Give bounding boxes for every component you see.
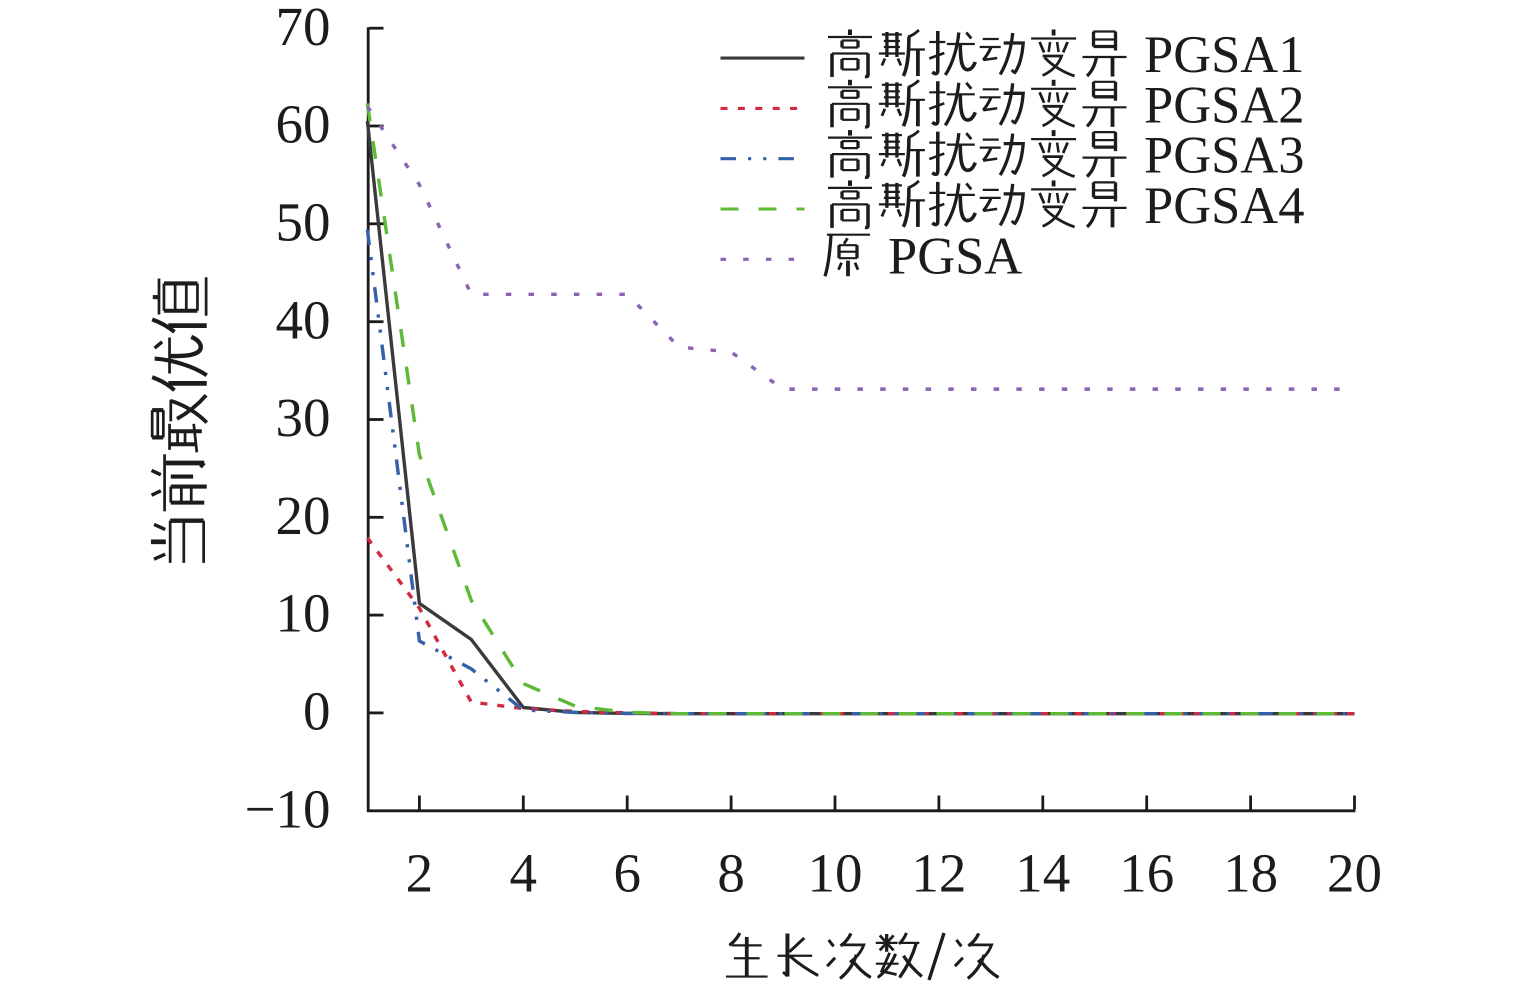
svg-text:14: 14 (1015, 843, 1070, 904)
svg-text:PGSA: PGSA (888, 227, 1022, 285)
svg-text:6: 6 (613, 843, 641, 904)
svg-text:−10: −10 (244, 778, 330, 839)
svg-text:PGSA1: PGSA1 (1144, 26, 1304, 84)
svg-text:50: 50 (276, 191, 331, 252)
svg-text:10: 10 (276, 583, 331, 644)
svg-text:60: 60 (276, 94, 331, 155)
svg-text:40: 40 (276, 289, 331, 350)
svg-text:PGSA3: PGSA3 (1144, 127, 1304, 185)
svg-text:16: 16 (1119, 843, 1174, 904)
svg-text:12: 12 (911, 843, 966, 904)
svg-text:20: 20 (1327, 843, 1382, 904)
svg-text:4: 4 (510, 843, 538, 904)
svg-text:PGSA2: PGSA2 (1144, 76, 1304, 134)
svg-text:30: 30 (276, 387, 331, 448)
svg-text:8: 8 (717, 843, 745, 904)
svg-text:20: 20 (276, 485, 331, 546)
svg-text:2: 2 (406, 843, 434, 904)
svg-text:18: 18 (1223, 843, 1278, 904)
svg-text:10: 10 (808, 843, 863, 904)
svg-text:70: 70 (276, 0, 331, 57)
svg-text:PGSA4: PGSA4 (1144, 177, 1304, 235)
svg-text:0: 0 (303, 681, 331, 742)
